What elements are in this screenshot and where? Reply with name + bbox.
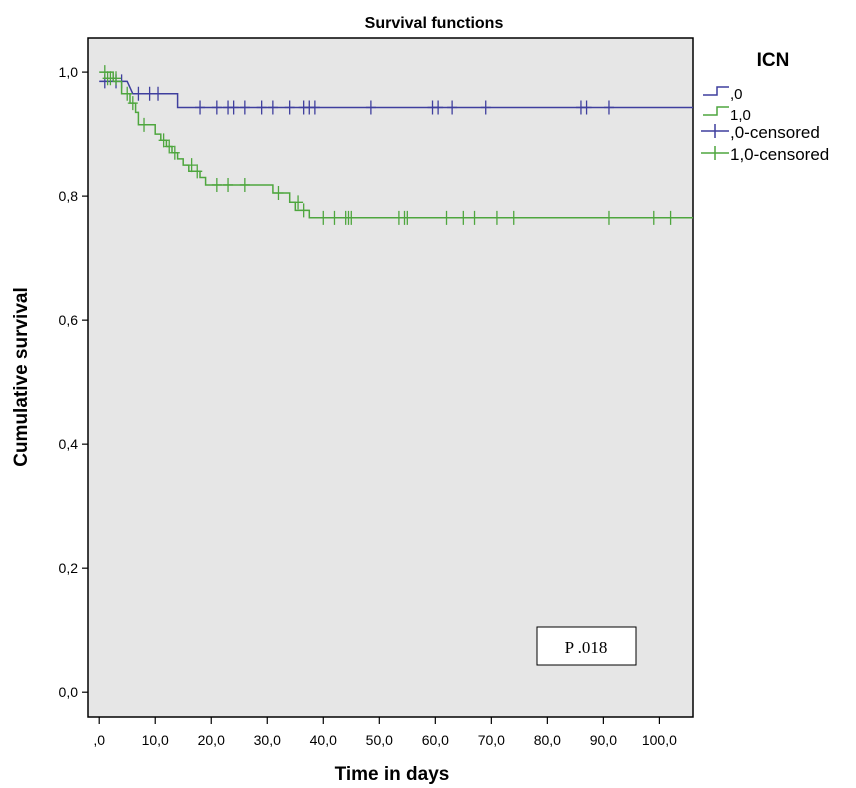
censor-mark-1 xyxy=(441,210,452,225)
legend: ICN ,0 1,0 ,0-censored 1,0-censored xyxy=(701,50,829,164)
censor-mark-1 xyxy=(273,186,284,201)
censor-mark-1 xyxy=(293,195,304,210)
legend-label-3: 1,0-censored xyxy=(730,145,829,164)
censor-mark-1 xyxy=(648,210,659,225)
censor-mark-0 xyxy=(195,100,206,115)
x-tick-label: ,0 xyxy=(93,732,105,748)
censor-mark-1 xyxy=(164,139,175,154)
censor-mark-1 xyxy=(665,210,676,225)
censor-mark-1 xyxy=(122,86,133,101)
legend-label-0: ,0 xyxy=(730,86,743,103)
censor-mark-1 xyxy=(239,177,250,192)
censor-mark-1 xyxy=(491,210,502,225)
censor-mark-1 xyxy=(127,96,138,111)
censor-mark-1 xyxy=(211,177,222,192)
legend-censor-symbol-1 xyxy=(701,146,729,160)
x-axis-title: Time in days xyxy=(335,764,450,785)
p-value-text: P .018 xyxy=(565,638,608,657)
x-tick-label: 80,0 xyxy=(534,732,561,748)
censor-mark-1 xyxy=(223,177,234,192)
censor-mark-1 xyxy=(469,210,480,225)
censor-mark-1 xyxy=(458,210,469,225)
series-layer xyxy=(99,65,693,225)
censor-mark-1 xyxy=(192,164,203,179)
x-axis: ,0 10,0 20,0 30,0 40,0 50,0 60,0 70,0 80,0 90,0 10… xyxy=(93,717,677,748)
censor-mark-1 xyxy=(169,145,180,160)
censor-mark-0 xyxy=(433,100,444,115)
x-tick-label: 40,0 xyxy=(310,732,337,748)
censor-mark-0 xyxy=(228,100,239,115)
y-tick-label: 0,2 xyxy=(59,560,79,576)
censor-mark-0 xyxy=(211,100,222,115)
censor-mark-1 xyxy=(603,210,614,225)
censor-mark-0 xyxy=(603,100,614,115)
legend-title: ICN xyxy=(757,50,790,71)
x-tick-label: 100,0 xyxy=(642,732,677,748)
censor-mark-0 xyxy=(144,86,155,101)
x-tick-label: 10,0 xyxy=(142,732,169,748)
series-line-0 xyxy=(99,80,693,109)
x-tick-label: 90,0 xyxy=(590,732,617,748)
y-tick-label: 0,6 xyxy=(59,312,79,328)
censor-mark-1 xyxy=(508,210,519,225)
x-tick-label: 50,0 xyxy=(366,732,393,748)
censor-mark-1 xyxy=(318,210,329,225)
y-tick-label: 0,4 xyxy=(59,436,79,452)
censor-mark-0 xyxy=(133,86,144,101)
legend-label-1: 1,0 xyxy=(730,107,751,124)
y-axis: 0,0 0,2 0,4 0,6 0,8 1,0 xyxy=(59,64,88,700)
censor-mark-0 xyxy=(284,100,295,115)
censor-mark-0 xyxy=(365,100,376,115)
censor-mark-0 xyxy=(447,100,458,115)
censor-mark-0 xyxy=(239,100,250,115)
x-tick-label: 20,0 xyxy=(198,732,225,748)
y-axis-title: Cumulative survival xyxy=(11,287,32,467)
chart-title: Survival functions xyxy=(365,15,504,32)
x-tick-label: 30,0 xyxy=(254,732,281,748)
censor-mark-1 xyxy=(402,210,413,225)
censor-mark-0 xyxy=(480,100,491,115)
censor-mark-0 xyxy=(256,100,267,115)
censor-mark-1 xyxy=(298,203,309,218)
censor-mark-1 xyxy=(186,158,197,173)
legend-label-2: ,0-censored xyxy=(730,123,820,142)
legend-swatch-0 xyxy=(703,86,729,96)
censor-mark-1 xyxy=(346,210,357,225)
x-tick-label: 70,0 xyxy=(478,732,505,748)
y-tick-label: 0,8 xyxy=(59,188,79,204)
plot-area xyxy=(87,37,694,718)
x-tick-label: 60,0 xyxy=(422,732,449,748)
legend-censor-symbol-0 xyxy=(701,124,729,138)
censor-mark-1 xyxy=(139,117,150,132)
censor-mark-1 xyxy=(111,71,122,86)
y-tick-label: 1,0 xyxy=(59,64,79,80)
legend-swatch-1 xyxy=(703,106,729,116)
censor-mark-0 xyxy=(309,100,320,115)
censor-mark-1 xyxy=(158,133,169,148)
censor-mark-1 xyxy=(329,210,340,225)
p-value-box: P .018 xyxy=(536,626,637,666)
censor-mark-0 xyxy=(267,100,278,115)
censor-mark-0 xyxy=(153,86,164,101)
y-tick-label: 0,0 xyxy=(59,684,79,700)
censor-mark-0 xyxy=(581,100,592,115)
